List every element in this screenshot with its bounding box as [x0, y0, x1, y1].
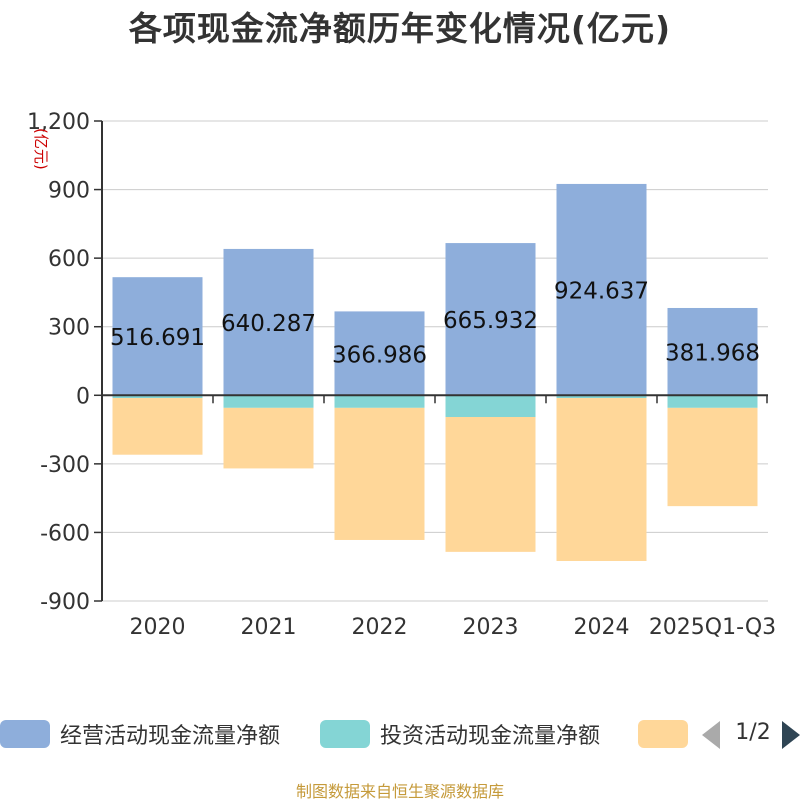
bar-operating	[445, 243, 536, 396]
data-label: 665.932	[443, 308, 538, 334]
prev-page-icon[interactable]	[702, 721, 720, 749]
y-tick-label: 0	[76, 384, 90, 409]
legend-item-operating[interactable]: 经营活动现金流量净额	[0, 716, 280, 752]
y-tick-label: 900	[48, 179, 90, 204]
y-axis-label: (亿元)	[32, 128, 50, 170]
y-tick-label: 300	[48, 316, 90, 341]
data-label: 924.637	[554, 279, 649, 305]
chart-area: -900 -600 -300 0 300 600 900 1,200(亿元) 516.691 20…	[27, 110, 776, 640]
x-tick-label: 2021	[241, 615, 297, 640]
bar-investing	[445, 395, 536, 417]
data-label: 640.287	[221, 311, 316, 337]
legend: 经营活动现金流量净额 投资活动现金流量净额 1/2	[0, 712, 800, 756]
x-tick-label: 2024	[574, 615, 630, 640]
bar-investing	[556, 395, 647, 399]
bar-operating	[556, 183, 647, 396]
x-tick-label: 2022	[352, 615, 408, 640]
next-page-icon[interactable]	[782, 721, 800, 749]
y-tick-label: 600	[48, 247, 90, 272]
bar-operating	[667, 307, 758, 396]
y-tick-label: -900	[40, 590, 90, 615]
legend-swatch-financing	[638, 720, 688, 748]
legend-item-investing[interactable]: 投资活动现金流量净额	[320, 716, 600, 752]
bar-investing	[667, 395, 758, 408]
legend-label-operating: 经营活动现金流量净额	[60, 724, 281, 749]
bar-operating	[223, 248, 314, 396]
x-tick-label: 2020	[130, 615, 186, 640]
data-label: 366.986	[332, 342, 427, 368]
bar-investing	[334, 395, 425, 408]
bar-operating	[112, 277, 203, 396]
bar-financing	[445, 417, 536, 552]
legend-swatch-operating	[0, 720, 50, 748]
data-label: 516.691	[110, 325, 205, 351]
bar-financing	[112, 398, 203, 455]
legend-page-indicator: 1/2	[735, 720, 771, 745]
data-source-note: 制图数据来自恒生聚源数据库	[295, 782, 504, 801]
y-tick-label: -600	[40, 521, 90, 546]
legend-pager: 1/2	[700, 718, 800, 754]
bar-operating	[334, 311, 425, 396]
y-tick-label: -300	[40, 453, 90, 478]
bar-investing	[223, 395, 314, 408]
bar-financing	[334, 407, 425, 540]
data-label: 381.968	[665, 341, 760, 367]
bar-financing	[667, 407, 758, 507]
y-tick-label: 1,200	[27, 110, 90, 135]
chart-title: 各项现金流净额历年变化情况(亿元)	[128, 9, 672, 48]
bar-financing	[223, 407, 314, 469]
x-tick-label: 2025Q1-Q3	[649, 615, 776, 640]
legend-label-investing: 投资活动现金流量净额	[380, 724, 601, 749]
legend-item-financing[interactable]	[638, 716, 698, 752]
legend-swatch-investing	[320, 720, 370, 748]
bar-financing	[556, 398, 647, 561]
bar-investing	[112, 395, 203, 399]
x-tick-label: 2023	[463, 615, 519, 640]
